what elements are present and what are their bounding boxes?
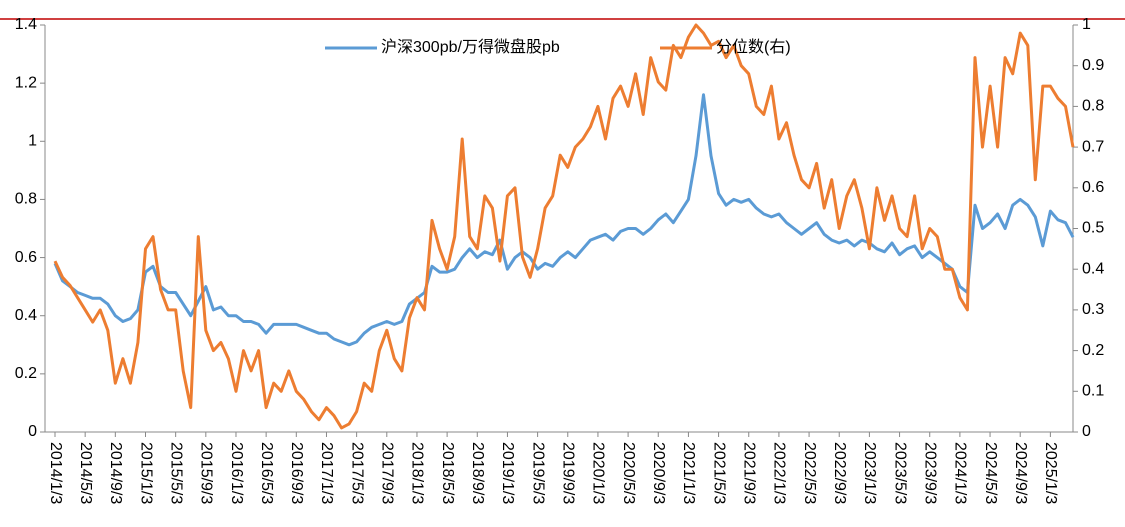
x-tick-label: 2021/9/3 <box>741 442 758 504</box>
x-tick-label: 2020/9/3 <box>650 442 667 504</box>
x-tick-label: 2015/5/3 <box>167 442 184 504</box>
x-tick-label: 2024/9/3 <box>1012 442 1029 504</box>
x-tick-label: 2025/1/3 <box>1042 442 1059 504</box>
x-tick-label: 2019/5/3 <box>529 442 546 504</box>
x-tick-label: 2024/1/3 <box>952 442 969 504</box>
x-tick-label: 2022/1/3 <box>771 442 788 504</box>
x-tick-label: 2014/9/3 <box>107 442 124 504</box>
series-line <box>53 93 1075 347</box>
y-tick-label: 0.4 <box>15 307 37 324</box>
series-line <box>53 23 1075 430</box>
y-tick-label: 1.2 <box>15 74 37 91</box>
y-tick-label: 1 <box>28 133 37 150</box>
x-tick-label: 2017/1/3 <box>318 442 335 504</box>
x-tick-label: 2023/1/3 <box>861 442 878 504</box>
y-tick-label: 0.2 <box>15 365 37 382</box>
x-tick-label: 2015/9/3 <box>198 442 215 504</box>
y2-tick-label: 0.4 <box>1082 260 1104 277</box>
x-tick-label: 2017/5/3 <box>348 442 365 504</box>
x-tick-label: 2023/5/3 <box>891 442 908 504</box>
x-tick-label: 2021/5/3 <box>710 442 727 504</box>
legend-label: 分位数(右) <box>716 38 791 56</box>
y2-tick-label: 0.5 <box>1082 220 1104 237</box>
x-tick-label: 2022/5/3 <box>801 442 818 504</box>
x-tick-label: 2018/9/3 <box>469 442 486 504</box>
x-tick-label: 2021/1/3 <box>680 442 697 504</box>
x-tick-label: 2020/1/3 <box>590 442 607 504</box>
x-tick-label: 2022/9/3 <box>831 442 848 504</box>
x-tick-label: 2023/9/3 <box>921 442 938 504</box>
legend-label: 沪深300pb/万得微盘股pb <box>381 37 560 56</box>
y-tick-label: 0.8 <box>15 191 37 208</box>
x-tick-label: 2016/1/3 <box>228 442 245 504</box>
y2-tick-label: 0.9 <box>1082 57 1104 74</box>
x-tick-label: 2016/5/3 <box>258 442 275 504</box>
y-tick-label: 0 <box>28 423 37 440</box>
y2-tick-label: 0 <box>1082 423 1091 440</box>
x-tick-label: 2015/1/3 <box>137 442 154 504</box>
x-tick-label: 2014/1/3 <box>47 442 64 504</box>
y2-tick-label: 1 <box>1082 16 1091 33</box>
y2-tick-label: 0.8 <box>1082 98 1104 115</box>
x-tick-label: 2014/5/3 <box>77 442 94 504</box>
x-tick-label: 2019/9/3 <box>560 442 577 504</box>
y2-tick-label: 0.3 <box>1082 301 1104 318</box>
y2-tick-label: 0.7 <box>1082 138 1104 155</box>
y-tick-label: 1.4 <box>15 16 37 33</box>
x-tick-label: 2016/9/3 <box>288 442 305 504</box>
y2-tick-label: 0.1 <box>1082 383 1104 400</box>
y2-tick-label: 0.6 <box>1082 179 1104 196</box>
x-tick-label: 2024/5/3 <box>982 442 999 504</box>
x-tick-label: 2020/5/3 <box>620 442 637 504</box>
x-tick-label: 2018/5/3 <box>439 442 456 504</box>
x-tick-label: 2018/1/3 <box>409 442 426 504</box>
x-tick-label: 2019/1/3 <box>499 442 516 504</box>
x-tick-label: 2017/9/3 <box>379 442 396 504</box>
y2-tick-label: 0.2 <box>1082 342 1104 359</box>
y-tick-label: 0.6 <box>15 249 37 266</box>
